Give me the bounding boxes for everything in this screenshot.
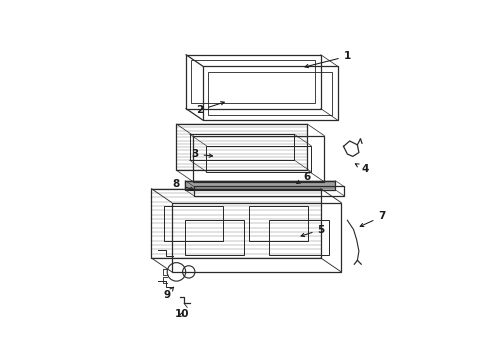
Text: 10: 10 [174,309,189,319]
Text: 1: 1 [305,51,351,68]
Text: 7: 7 [360,211,386,226]
Text: 2: 2 [196,102,224,115]
Text: 8: 8 [173,179,194,190]
Text: 5: 5 [301,225,325,237]
Text: 3: 3 [191,149,213,159]
Text: 9: 9 [164,287,173,300]
Text: 6: 6 [297,172,310,184]
Text: 4: 4 [355,164,369,175]
